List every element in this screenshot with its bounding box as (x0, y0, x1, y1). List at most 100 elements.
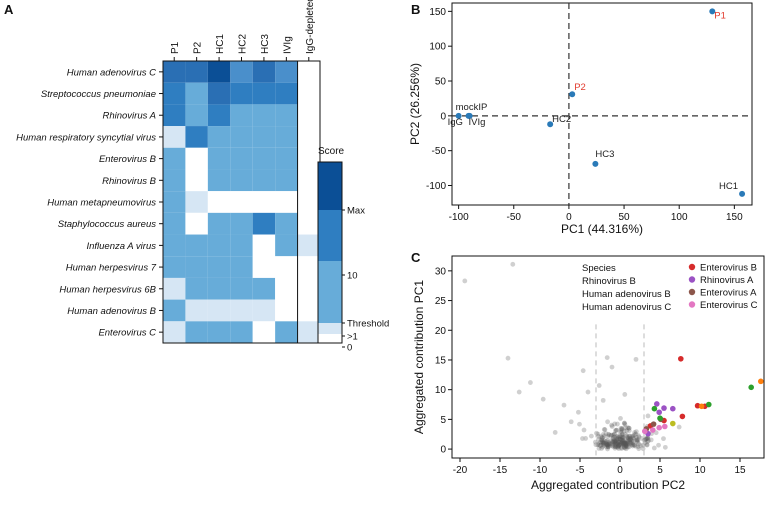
background-point (621, 441, 627, 447)
heatmap-cell (185, 147, 208, 170)
background-point (610, 432, 616, 438)
background-point (642, 440, 648, 446)
highlight-point (650, 427, 656, 433)
background-point (605, 442, 611, 448)
background-point (632, 442, 638, 448)
background-point (616, 446, 622, 451)
background-point (598, 439, 603, 445)
background-point (635, 437, 641, 443)
background-point (618, 440, 624, 446)
column-label: HC3 (260, 34, 271, 54)
y-tick-label: 0 (440, 445, 446, 456)
background-point (620, 441, 626, 446)
heatmap-cell (185, 212, 208, 235)
heatmap-cell (252, 191, 276, 213)
background-point (628, 436, 634, 441)
background-point (636, 433, 641, 439)
background-point (621, 428, 627, 434)
heatmap-cell (275, 256, 298, 278)
row-label: Staphylococcus aureus (58, 219, 156, 230)
background-point (636, 441, 642, 447)
heatmap-cell (297, 212, 320, 235)
background-point (600, 444, 605, 450)
background-point (598, 440, 604, 446)
background-point (625, 425, 631, 430)
background-point (581, 427, 587, 433)
background-point (642, 437, 647, 443)
background-point (620, 435, 626, 440)
y-tick-label: 10 (435, 385, 447, 396)
background-point (614, 436, 619, 441)
colorbar-segment (318, 334, 342, 343)
background-point (625, 441, 631, 447)
y-tick-label: 5 (440, 415, 446, 426)
heatmap-cell (163, 299, 186, 322)
background-point (602, 427, 608, 432)
background-point (612, 431, 617, 437)
heatmap-cell (207, 169, 231, 192)
highlight-point (748, 384, 754, 391)
background-point (609, 441, 615, 447)
background-point (605, 439, 611, 445)
highlight-point (656, 424, 662, 431)
x-tick-label: 15 (734, 465, 746, 476)
background-point (617, 434, 623, 440)
y-tick-label: 100 (429, 42, 446, 53)
background-point (612, 434, 617, 440)
background-point (595, 431, 601, 437)
background-point (634, 437, 640, 443)
background-point (631, 442, 637, 448)
background-point (625, 444, 631, 450)
background-point (618, 436, 623, 442)
heatmap-cell (252, 234, 276, 257)
heatmap-cell (163, 212, 186, 235)
background-point (619, 437, 625, 443)
highlight-point (678, 355, 684, 362)
highlight-point (642, 428, 648, 435)
background-point (627, 441, 633, 446)
colorbar-segment (318, 261, 342, 323)
background-point (603, 440, 609, 446)
background-point (614, 427, 619, 433)
pca-point-label: IVIg (469, 117, 486, 128)
background-point (627, 436, 633, 442)
heatmap-cell (207, 277, 231, 300)
x-tick-label: 5 (657, 465, 663, 476)
background-point (648, 437, 654, 443)
column-label: HC1 (215, 34, 226, 54)
background-point (632, 430, 638, 435)
heatmap-cell (252, 277, 276, 300)
heatmap-cell (252, 126, 276, 148)
background-point (619, 435, 625, 441)
background-point (622, 440, 628, 446)
background-point (645, 435, 651, 441)
background-point (644, 442, 650, 448)
background-point (609, 424, 615, 429)
heatmap-cell (230, 234, 253, 257)
heatmap-cell (230, 169, 253, 192)
background-point (634, 437, 640, 443)
background-point (618, 436, 623, 442)
panel-label-a: A (4, 2, 14, 17)
heatmap-cell (297, 147, 320, 170)
background-point (606, 432, 612, 438)
pca-point (709, 8, 716, 15)
x-tick-label: 100 (671, 212, 688, 223)
background-point (627, 434, 633, 439)
heatmap-cell (297, 126, 320, 148)
background-point (602, 440, 607, 446)
background-point (623, 444, 629, 450)
y-tick-label: 15 (435, 355, 447, 366)
background-point (628, 442, 634, 448)
background-point (633, 443, 638, 449)
heatmap-cell (297, 61, 320, 83)
heatmap-cell (275, 82, 298, 105)
background-point (643, 436, 649, 442)
x-tick-label: -20 (453, 465, 468, 476)
x-tick-label: 50 (618, 212, 630, 223)
background-point (606, 441, 612, 447)
heatmap-cell (275, 277, 298, 300)
background-point (612, 445, 618, 451)
background-point (645, 439, 651, 444)
heatmap-cell (275, 299, 298, 322)
